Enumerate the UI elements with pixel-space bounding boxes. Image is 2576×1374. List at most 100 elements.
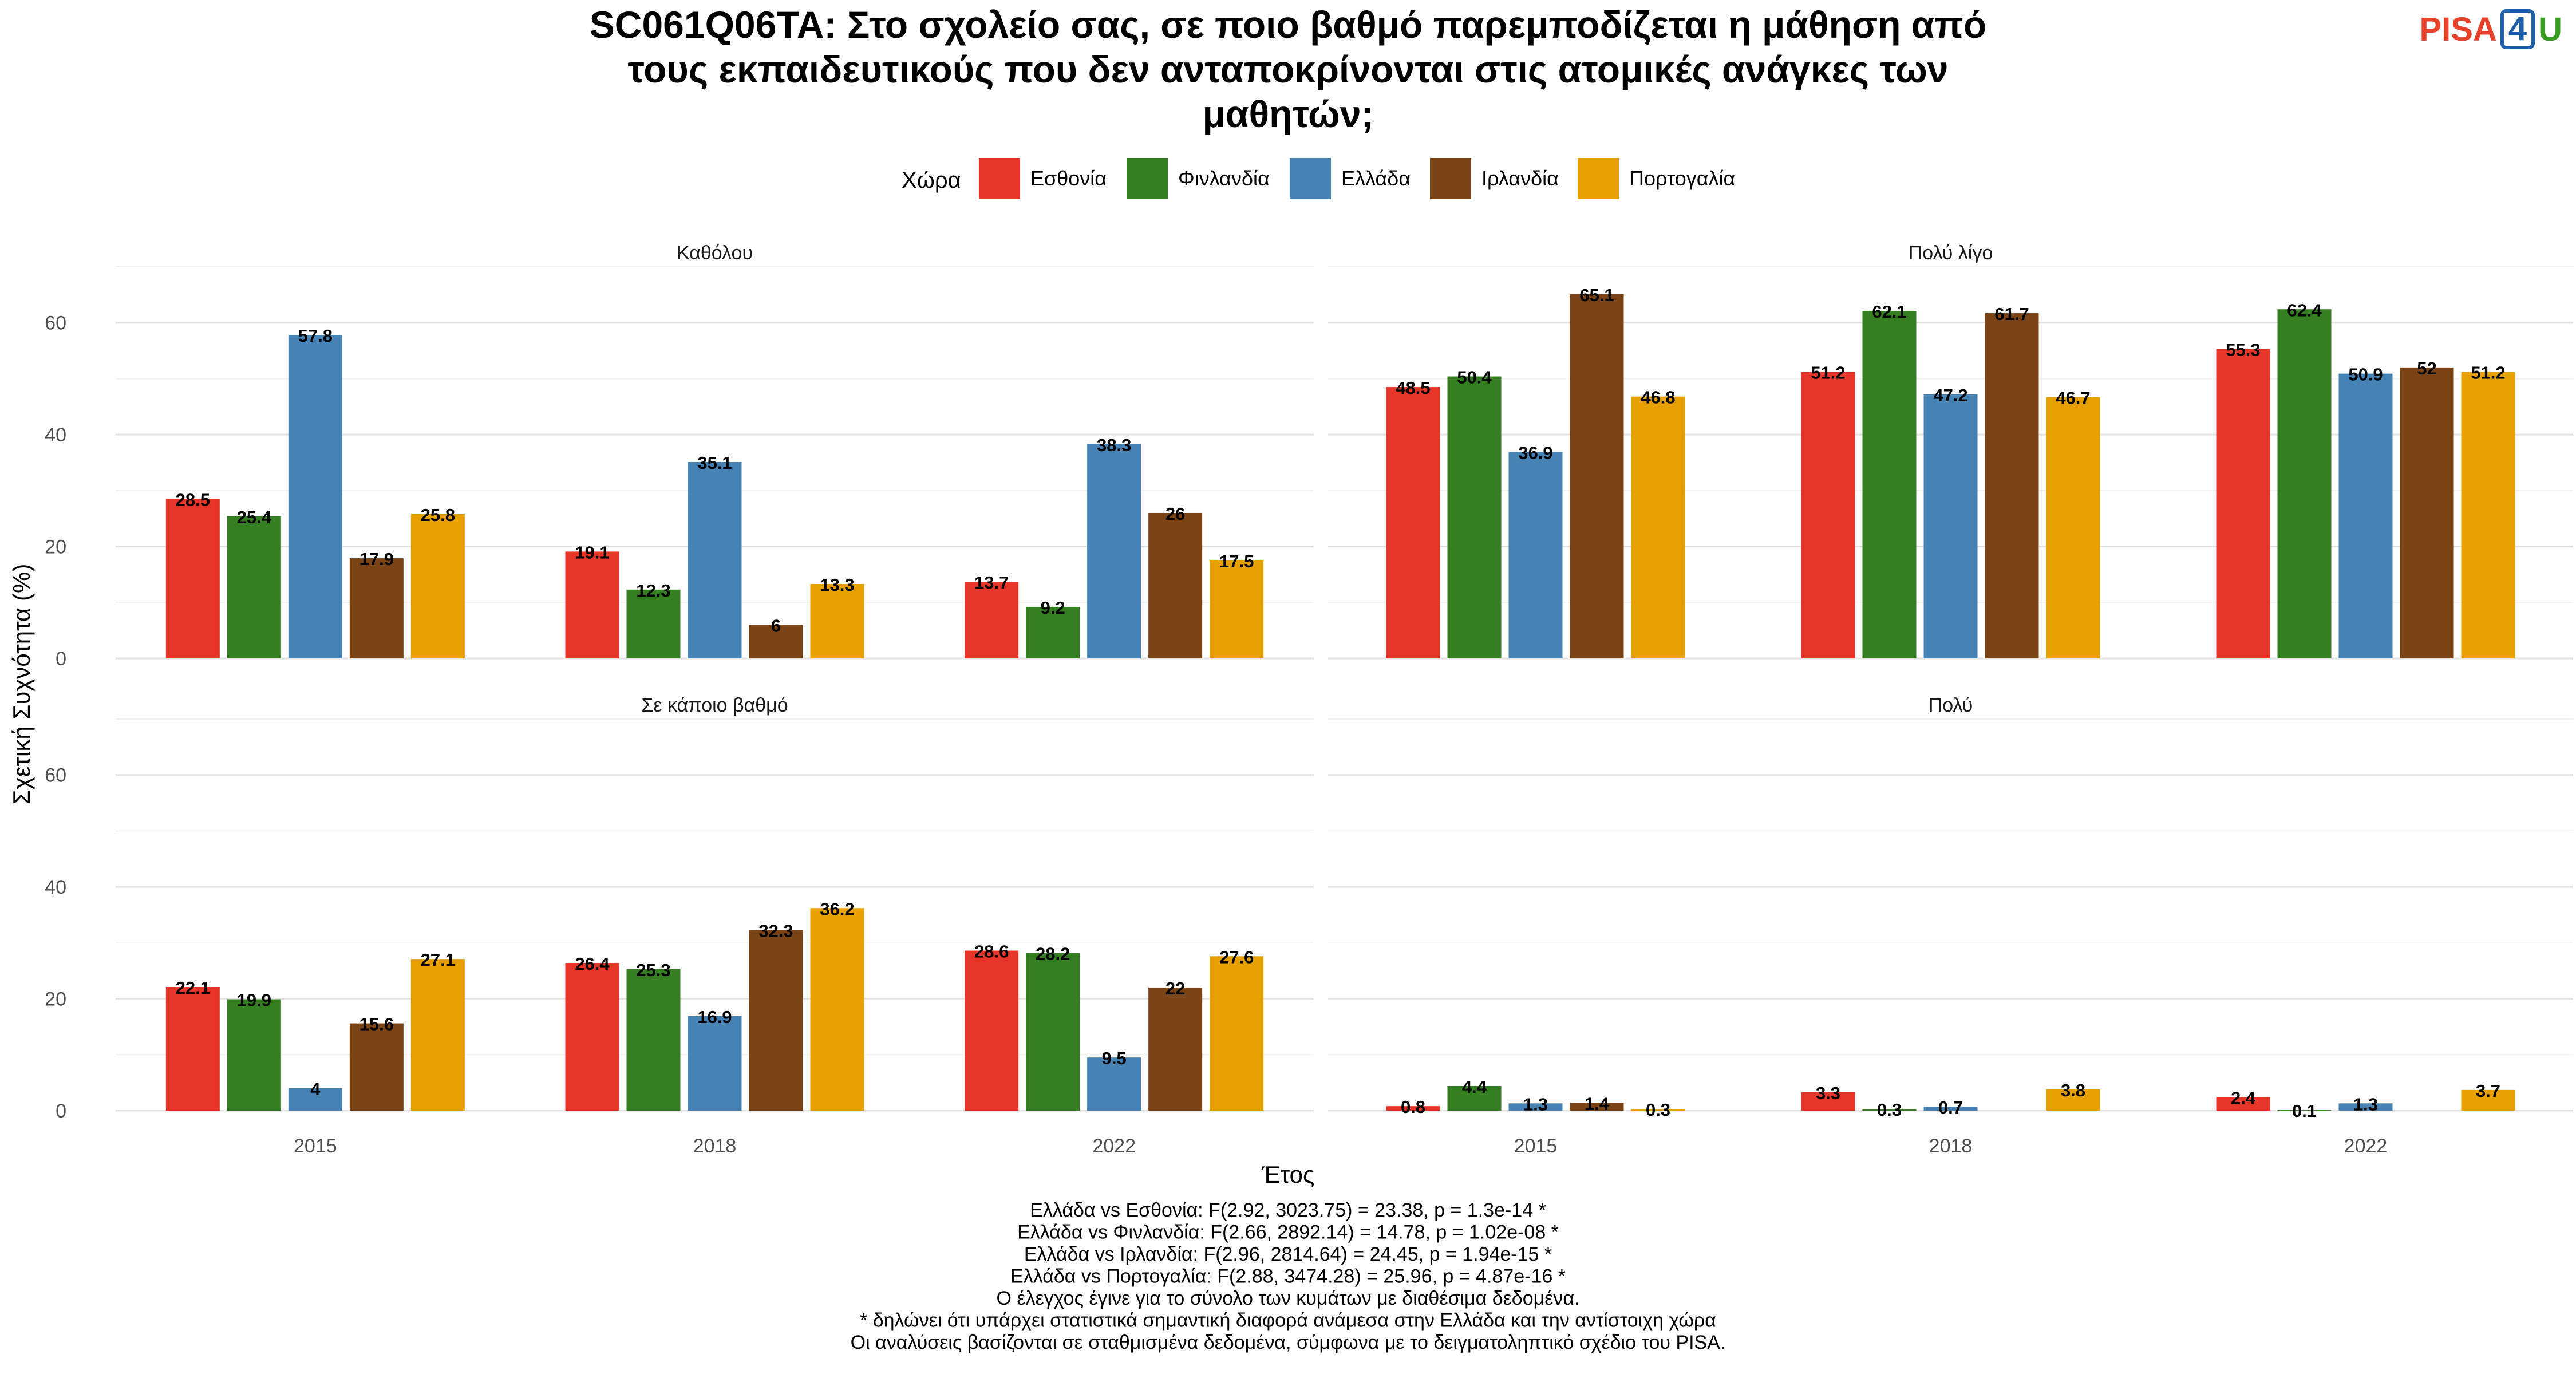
bar [810,584,864,658]
bar [2338,373,2393,658]
data-label: 6 [771,615,781,635]
data-label: 25.3 [636,960,670,980]
bar [2046,1089,2100,1111]
bar [965,950,1019,1111]
footnote-line: Ελλάδα vs Ιρλανδία: F(2.96, 2814.64) = 2… [1024,1243,1552,1265]
bar [2461,1089,2515,1111]
bar [626,589,681,658]
bar [2216,1097,2270,1111]
data-label: 28.6 [974,942,1009,962]
data-label: 47.2 [1933,385,1967,405]
data-label: 61.7 [1994,304,2029,324]
bar [2277,1110,2332,1111]
data-label: 62.1 [1872,302,1906,322]
data-label: 32.3 [758,921,793,941]
bar [1026,607,1080,658]
bar [1148,988,1203,1111]
bar [1985,313,2039,658]
bar [1447,376,1502,658]
data-label: 28.5 [176,490,210,510]
legend-swatch [1578,158,1619,199]
bar [1148,512,1203,658]
bar [1631,396,1685,658]
y-tick-label: 60 [45,313,66,334]
bar [1923,1107,1978,1111]
bar [1447,1086,1502,1111]
data-label: 36.9 [1518,443,1552,463]
data-label: 3.8 [2061,1080,2085,1100]
logo-text: PISA [2419,10,2497,48]
bar [2400,367,2454,658]
data-label: 0.3 [1646,1100,1670,1120]
data-label: 19.1 [575,542,609,562]
x-axis-title: Έτος [1261,1161,1315,1188]
data-label: 0.7 [1938,1097,1963,1118]
data-label: 52 [2417,358,2436,378]
data-label: 35.1 [697,453,732,473]
bar [1386,1106,1440,1111]
legend-swatch [979,158,1020,199]
data-label: 27.6 [1219,947,1254,967]
bar [1862,311,1917,658]
footnote-line: * δηλώνει ότι υπάρχει στατιστικά σημαντι… [860,1310,1716,1332]
bar [1801,1092,1855,1111]
footnote-line: Ο έλεγχος έγινε για το σύνολο των κυμάτω… [997,1288,1580,1309]
bar [1862,1109,1917,1111]
y-tick-label: 20 [45,536,66,558]
legend-label: Ιρλανδία [1481,167,1559,190]
bar [1508,1103,1563,1111]
x-tick-label: 2022 [1092,1135,1136,1157]
data-label: 4 [310,1079,321,1099]
data-label: 62.4 [2287,300,2322,320]
data-label: 22.1 [176,978,210,998]
data-label: 17.5 [1219,551,1254,571]
bar [2277,309,2332,658]
bar [2338,1103,2393,1111]
data-label: 46.7 [2056,388,2090,408]
data-label: 9.2 [1041,598,1065,618]
data-label: 3.3 [1816,1083,1840,1103]
y-tick-label: 40 [45,424,66,446]
bar [565,963,619,1111]
data-label: 1.3 [1523,1094,1548,1114]
bar [1210,560,1264,658]
x-tick-label: 2022 [2344,1135,2388,1157]
legend-label: Πορτογαλία [1629,167,1735,190]
bar [2046,397,2100,658]
bar [688,1016,742,1111]
y-tick-label: 20 [45,989,66,1010]
facet-label: Σε κάποιο βαθμό [641,694,788,716]
bar [2461,372,2515,658]
chart-title-line: SC061Q06TA: Στο σχολείο σας, σε ποιο βαθ… [590,3,1986,46]
bar [1631,1109,1685,1111]
bar [227,516,281,658]
data-label: 17.9 [359,549,394,569]
bar [165,499,220,658]
legend-label: Ελλάδα [1341,167,1411,190]
data-label: 50.4 [1457,368,1492,388]
bar [2216,349,2270,658]
bar [749,930,803,1111]
data-label: 2.4 [2231,1088,2256,1108]
bar [1210,956,1264,1111]
data-label: 25.8 [421,505,455,525]
chart-title-line: μαθητών; [1203,93,1374,135]
data-label: 50.9 [2348,365,2383,385]
data-label: 46.8 [1641,388,1675,408]
data-label: 1.3 [2353,1094,2378,1114]
data-label: 57.8 [298,326,333,346]
data-label: 15.6 [359,1014,394,1035]
data-label: 12.3 [636,581,670,601]
data-label: 51.2 [2471,363,2505,383]
footnote-line: Οι αναλύσεις βασίζονται σε σταθμισμένα δ… [851,1332,1726,1353]
data-label: 19.9 [237,990,271,1010]
bar [1923,394,1978,658]
data-label: 27.1 [421,950,455,970]
data-label: 0.1 [2292,1101,2317,1121]
data-label: 48.5 [1396,378,1430,398]
y-tick-label: 60 [45,765,66,787]
bar [1801,372,1855,658]
legend-swatch [1430,158,1471,199]
bar [626,969,681,1111]
legend-swatch [1290,158,1331,199]
